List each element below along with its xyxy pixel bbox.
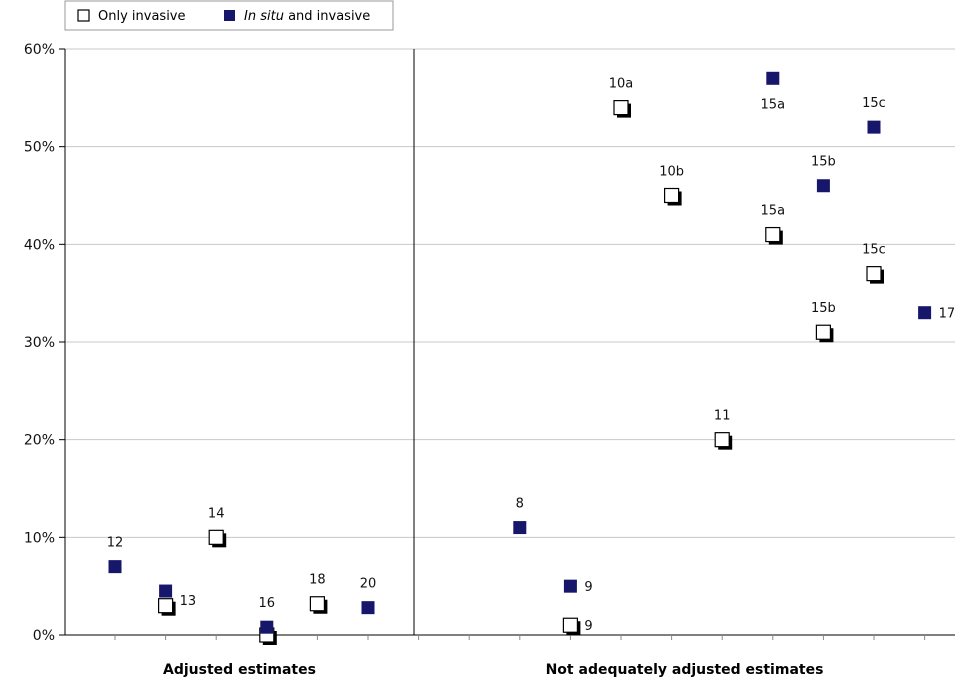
filled-square-marker xyxy=(563,579,577,593)
hollow-square-marker xyxy=(208,529,224,545)
point-label: 15c xyxy=(862,243,886,258)
hollow-square-marker xyxy=(663,187,680,204)
group-label: Not adequately adjusted estimates xyxy=(546,662,824,678)
filled-square-marker xyxy=(159,584,173,598)
filled-square-marker xyxy=(867,120,881,134)
filled-square-marker xyxy=(260,620,274,634)
legend-filled-square xyxy=(224,10,235,21)
axes xyxy=(64,49,955,640)
group-labels: Adjusted estimates Not adequately adjuste… xyxy=(163,662,823,678)
filled-square-marker xyxy=(918,306,932,320)
point-label: 8 xyxy=(516,497,524,512)
point-label: 16 xyxy=(259,596,276,611)
y-tick-label: 50% xyxy=(24,140,55,156)
hollow-square-marker xyxy=(714,432,730,448)
y-tick-label: 10% xyxy=(24,530,55,546)
hollow-square-marker xyxy=(613,99,629,116)
hollow-square-marker xyxy=(158,598,174,614)
y-tick-label: 30% xyxy=(24,335,55,351)
point-label: 12 xyxy=(107,536,124,551)
legend: Only invasive In situ and invasive xyxy=(64,0,394,31)
point-label: 10b xyxy=(659,165,684,180)
point-label: 10a xyxy=(609,77,634,92)
data-points: 1418910a10b1115a15b15c19121316208915a15b… xyxy=(107,71,955,645)
group-label: Adjusted estimates xyxy=(163,662,316,678)
point-label: 15b xyxy=(811,301,836,316)
point-label: 9 xyxy=(584,580,592,595)
hollow-square-marker xyxy=(765,226,781,243)
y-tick-label: 20% xyxy=(24,433,55,449)
hollow-square-marker xyxy=(866,266,882,282)
filled-square-marker xyxy=(766,71,780,85)
filled-square-marker xyxy=(361,601,375,615)
hollow-square-marker xyxy=(309,596,325,612)
legend-entry-in-situ-invasive: In situ and invasive xyxy=(244,9,370,24)
filled-square-marker xyxy=(816,179,830,193)
point-label: 15c xyxy=(862,96,886,111)
point-label: 15a xyxy=(761,97,786,112)
point-label: 15a xyxy=(761,204,786,219)
hollow-square-marker xyxy=(815,324,832,340)
point-label: 17 xyxy=(939,307,955,322)
filled-square-marker xyxy=(513,521,527,535)
legend-hollow-square xyxy=(77,9,90,22)
point-label: 9 xyxy=(584,619,592,634)
legend-entry-only-invasive: Only invasive xyxy=(98,9,186,24)
y-tick-label: 0% xyxy=(33,628,55,644)
y-tick-label: 60% xyxy=(24,42,55,58)
y-tick-label: 40% xyxy=(24,237,55,253)
hollow-square-marker xyxy=(562,617,579,633)
point-label: 14 xyxy=(208,506,225,521)
filled-square-marker xyxy=(108,560,122,574)
point-label: 15b xyxy=(811,155,836,170)
point-label: 18 xyxy=(309,573,326,588)
point-label: 20 xyxy=(360,577,377,592)
point-label: 13 xyxy=(180,594,197,609)
gridlines xyxy=(65,48,955,538)
point-label: 11 xyxy=(714,409,731,424)
y-tick-labels: 0% 10% 20% 30% 40% 50% 60% xyxy=(24,42,65,644)
